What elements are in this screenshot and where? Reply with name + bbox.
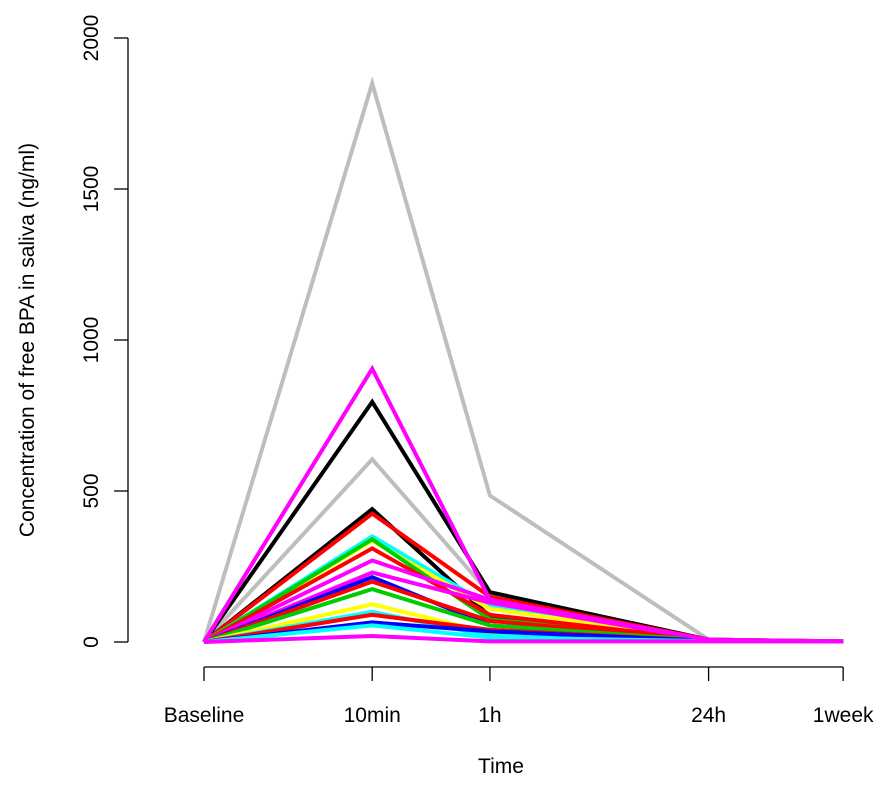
x-tick-label: 24h bbox=[691, 704, 726, 727]
x-tick-label: Baseline bbox=[164, 704, 245, 727]
y-axis-title: Concentration of free BPA in saliva (ng/… bbox=[16, 143, 39, 537]
y-tick-label: 1000 bbox=[80, 317, 103, 364]
x-tick-label: 10min bbox=[344, 704, 401, 727]
x-tick-label: 1week bbox=[813, 704, 874, 727]
x-tick-label: 1h bbox=[478, 704, 501, 727]
series-line-1 bbox=[202, 76, 844, 644]
series-line-21 bbox=[202, 364, 844, 644]
x-axis-ticks: Baseline 10min 1h 24h 1week bbox=[164, 667, 874, 727]
y-tick-label: 0 bbox=[80, 636, 103, 648]
y-tick-label: 1500 bbox=[80, 166, 103, 213]
x-axis-title: Time bbox=[478, 755, 524, 778]
series-layer bbox=[202, 76, 844, 644]
y-tick-label: 2000 bbox=[80, 15, 103, 62]
y-tick-label: 500 bbox=[80, 473, 103, 508]
y-axis-ticks: 0 500 1000 1500 2000 bbox=[80, 15, 128, 648]
